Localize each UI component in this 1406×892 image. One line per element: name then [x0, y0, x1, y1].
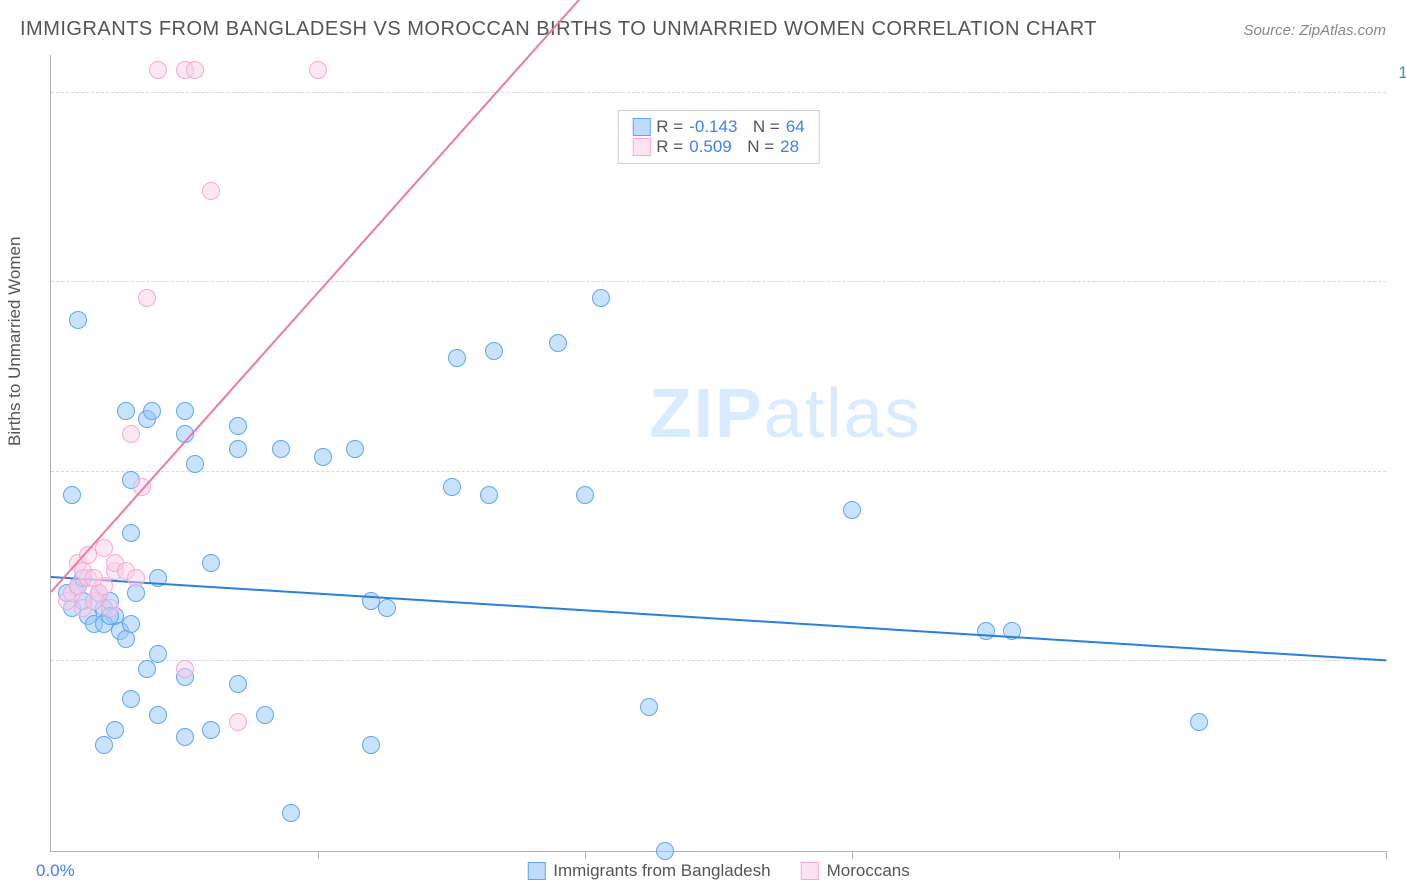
watermark: ZIPatlas — [649, 373, 922, 453]
data-point — [149, 61, 167, 79]
grid-line — [51, 92, 1386, 93]
data-point — [448, 349, 466, 367]
data-point — [272, 440, 290, 458]
data-point — [443, 478, 461, 496]
data-point — [229, 675, 247, 693]
data-point — [176, 728, 194, 746]
data-point — [127, 569, 145, 587]
data-point — [256, 706, 274, 724]
data-point — [176, 660, 194, 678]
data-point — [282, 804, 300, 822]
data-point — [138, 289, 156, 307]
data-point — [122, 425, 140, 443]
data-point — [229, 440, 247, 458]
data-point — [176, 402, 194, 420]
legend-r-blue: -0.143 — [689, 117, 737, 137]
data-point — [202, 182, 220, 200]
grid-line — [51, 281, 1386, 282]
trend-line — [51, 576, 1386, 661]
legend-n-pink: 28 — [780, 137, 799, 157]
x-tick — [585, 851, 586, 859]
legend-label-pink: Moroccans — [827, 861, 910, 881]
data-point — [149, 706, 167, 724]
legend-r-pink: 0.509 — [689, 137, 732, 157]
legend-n-label: N = — [738, 137, 774, 157]
data-point — [640, 698, 658, 716]
data-point — [229, 713, 247, 731]
data-point — [480, 486, 498, 504]
data-point — [977, 622, 995, 640]
data-point — [314, 448, 332, 466]
data-point — [202, 721, 220, 739]
y-axis-title: Births to Unmarried Women — [5, 237, 25, 446]
x-tick — [1119, 851, 1120, 859]
data-point — [592, 289, 610, 307]
correlation-legend: R = -0.143 N = 64 R = 0.509 N = 28 — [617, 110, 819, 164]
data-point — [69, 311, 87, 329]
data-point — [346, 440, 364, 458]
data-point — [85, 569, 103, 587]
legend-r-label: R = — [656, 137, 683, 157]
x-origin-label: 0.0% — [36, 861, 75, 881]
swatch-pink-icon — [632, 138, 650, 156]
data-point — [149, 645, 167, 663]
grid-line — [51, 471, 1386, 472]
data-point — [143, 402, 161, 420]
data-point — [122, 615, 140, 633]
series-legend: Immigrants from Bangladesh Moroccans — [527, 861, 909, 881]
legend-item-pink: Moroccans — [801, 861, 910, 881]
data-point — [138, 660, 156, 678]
y-tick-label: 100.0% — [1398, 63, 1406, 83]
plot-area: ZIPatlas R = -0.143 N = 64 R = 0.509 N =… — [50, 55, 1386, 852]
data-point — [202, 554, 220, 572]
data-point — [229, 417, 247, 435]
legend-row-pink: R = 0.509 N = 28 — [632, 137, 804, 157]
chart-container: IMMIGRANTS FROM BANGLADESH VS MOROCCAN B… — [0, 0, 1406, 892]
legend-label-blue: Immigrants from Bangladesh — [553, 861, 770, 881]
x-tick — [318, 851, 319, 859]
legend-item-blue: Immigrants from Bangladesh — [527, 861, 770, 881]
legend-r-label: R = — [656, 117, 683, 137]
grid-line — [51, 660, 1386, 661]
data-point — [1190, 713, 1208, 731]
trend-line — [50, 0, 585, 593]
legend-row-blue: R = -0.143 N = 64 — [632, 117, 804, 137]
data-point — [122, 524, 140, 542]
data-point — [485, 342, 503, 360]
source-label: Source: ZipAtlas.com — [1243, 22, 1386, 39]
data-point — [656, 842, 674, 860]
data-point — [576, 486, 594, 504]
swatch-blue-icon — [632, 118, 650, 136]
data-point — [63, 486, 81, 504]
x-tick — [1386, 851, 1387, 859]
data-point — [122, 690, 140, 708]
swatch-pink-icon — [801, 862, 819, 880]
legend-n-label: N = — [743, 117, 779, 137]
data-point — [362, 736, 380, 754]
x-tick — [852, 851, 853, 859]
data-point — [101, 599, 119, 617]
data-point — [95, 736, 113, 754]
data-point — [843, 501, 861, 519]
data-point — [186, 61, 204, 79]
data-point — [378, 599, 396, 617]
data-point — [117, 402, 135, 420]
data-point — [549, 334, 567, 352]
data-point — [309, 61, 327, 79]
data-point — [106, 721, 124, 739]
swatch-blue-icon — [527, 862, 545, 880]
data-point — [186, 455, 204, 473]
legend-n-blue: 64 — [786, 117, 805, 137]
